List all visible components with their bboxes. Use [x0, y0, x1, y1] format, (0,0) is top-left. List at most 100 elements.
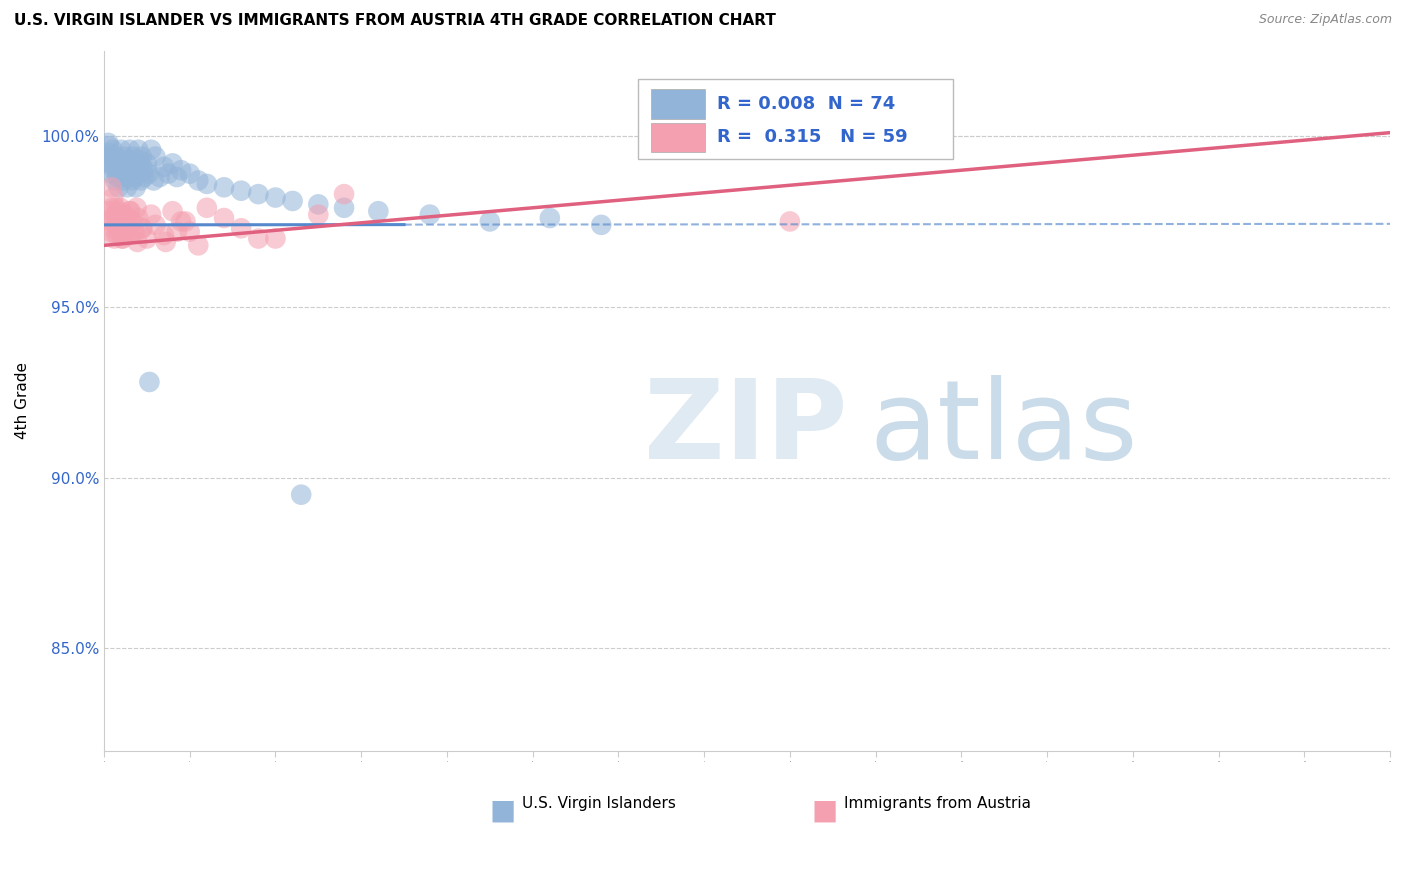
Point: [127, 235, 149, 249]
Point: [135, 156, 157, 170]
Point: [110, 167, 132, 181]
Point: [149, 169, 172, 184]
Point: [153, 160, 176, 174]
Point: [117, 156, 139, 170]
Point: [122, 225, 145, 239]
Point: [107, 180, 129, 194]
Point: [103, 221, 125, 235]
Point: [107, 204, 129, 219]
FancyBboxPatch shape: [651, 123, 704, 153]
Point: [281, 194, 304, 208]
Point: [103, 163, 125, 178]
Point: [115, 228, 138, 243]
Point: [98, 214, 121, 228]
Point: [145, 150, 167, 164]
Text: R = 0.008  N = 74: R = 0.008 N = 74: [717, 95, 896, 113]
Point: [120, 204, 142, 219]
Point: [110, 201, 132, 215]
Point: [127, 167, 149, 181]
Point: [107, 211, 129, 225]
Point: [105, 160, 128, 174]
Point: [129, 163, 152, 178]
Point: [142, 173, 165, 187]
Point: [139, 208, 162, 222]
Point: [110, 211, 132, 225]
Point: [478, 214, 501, 228]
Point: [110, 143, 132, 157]
Point: [333, 187, 356, 202]
Point: [120, 214, 142, 228]
Point: [111, 231, 134, 245]
Point: [101, 143, 124, 157]
Text: ZIP: ZIP: [644, 376, 848, 483]
Point: [125, 156, 148, 170]
Point: [231, 221, 253, 235]
Point: [114, 218, 136, 232]
Point: [179, 167, 201, 181]
Text: ■: ■: [811, 797, 838, 824]
Point: [125, 180, 148, 194]
Point: [145, 218, 167, 232]
Point: [120, 163, 142, 178]
Point: [538, 211, 561, 225]
Point: [98, 139, 121, 153]
Point: [108, 156, 131, 170]
Point: [231, 184, 253, 198]
Point: [114, 150, 136, 164]
Point: [247, 231, 270, 245]
Point: [115, 169, 138, 184]
Point: [107, 214, 129, 228]
Point: [166, 169, 188, 184]
Point: [121, 173, 143, 187]
Point: [127, 211, 149, 225]
Point: [170, 214, 193, 228]
Point: [195, 201, 218, 215]
Point: [290, 488, 312, 502]
Point: [122, 160, 145, 174]
Text: U.S. VIRGIN ISLANDER VS IMMIGRANTS FROM AUSTRIA 4TH GRADE CORRELATION CHART: U.S. VIRGIN ISLANDER VS IMMIGRANTS FROM …: [14, 13, 776, 29]
Point: [100, 201, 122, 215]
Point: [104, 173, 127, 187]
Point: [111, 163, 134, 178]
Point: [138, 375, 160, 389]
Point: [139, 143, 162, 157]
Y-axis label: 4th Grade: 4th Grade: [15, 362, 30, 439]
Point: [118, 143, 141, 157]
Point: [138, 167, 160, 181]
Point: [100, 167, 122, 181]
Point: [111, 221, 134, 235]
Point: [105, 228, 128, 243]
Point: [307, 197, 329, 211]
Point: [104, 150, 127, 164]
Point: [104, 153, 127, 167]
Point: [166, 225, 188, 239]
Point: [118, 204, 141, 219]
Point: [125, 201, 148, 215]
Point: [104, 201, 127, 215]
Point: [187, 173, 209, 187]
Point: [132, 163, 155, 178]
Point: [157, 167, 180, 181]
Point: [100, 156, 122, 170]
Point: [115, 180, 138, 194]
Point: [124, 169, 146, 184]
Point: [110, 221, 132, 235]
Point: [100, 150, 122, 164]
Point: [170, 163, 193, 178]
Point: [104, 218, 127, 232]
Point: [131, 150, 153, 164]
Text: Immigrants from Austria: Immigrants from Austria: [844, 797, 1031, 812]
Point: [103, 231, 125, 245]
Point: [112, 173, 135, 187]
Point: [112, 208, 135, 222]
Point: [131, 221, 153, 235]
Point: [264, 231, 287, 245]
Point: [333, 201, 356, 215]
Point: [100, 180, 122, 194]
Point: [212, 211, 235, 225]
Point: [367, 204, 389, 219]
Point: [307, 208, 329, 222]
Point: [135, 231, 157, 245]
Point: [118, 228, 141, 243]
Point: [127, 143, 149, 157]
